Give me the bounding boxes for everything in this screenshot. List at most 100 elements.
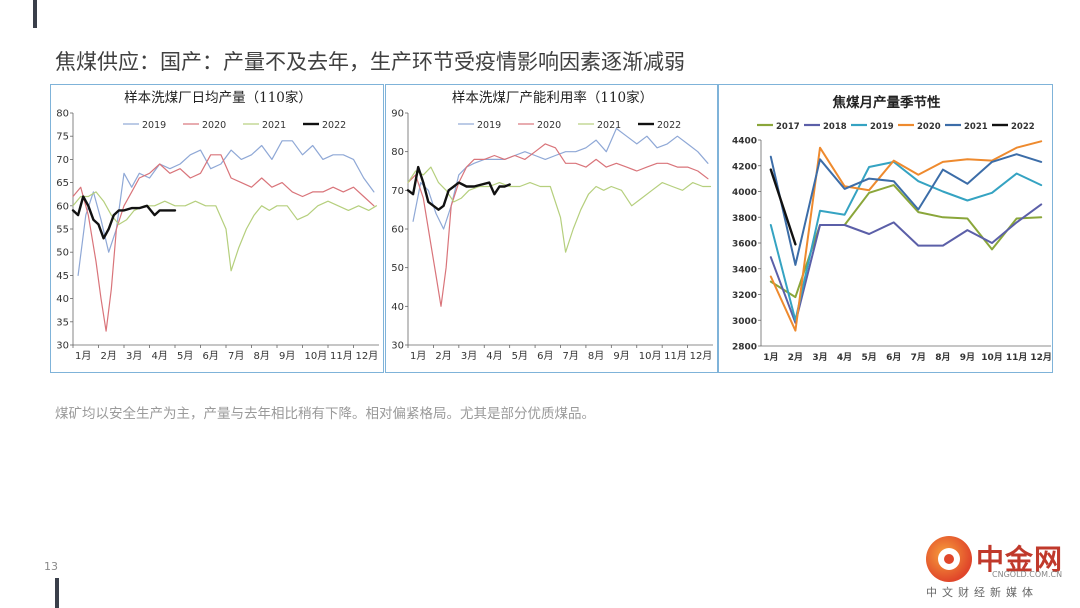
legend-label: 2019 [870,122,894,132]
y-tick-label: 3800 [732,214,757,224]
chart-svg: 样本洗煤厂产能利用率（110家） 30 40 50 60 70 80 90 1月 2月 3月 4月 5月… [391,89,713,362]
x-tick-label: 8月 [254,350,270,362]
y-tick-label: 4400 [732,137,757,147]
x-tick-label: 10月 [305,350,328,362]
legend-label: 2020 [202,120,226,131]
legend-label: 2021 [262,120,286,131]
series-line-2019 [769,160,1043,322]
y-tick-label: 80 [391,147,404,158]
y-tick-label: 70 [391,186,404,197]
series-line-2020 [72,154,375,332]
x-tick-label: 11月 [664,350,687,362]
y-tick-label: 45 [56,271,69,282]
x-tick-label: 3月 [812,352,827,363]
x-tick-label: 8月 [935,352,950,363]
chart-monthly-seasonality-panel: 焦煤月产量季节性 2800 3000 3200 3400 3600 3800 4000 4200… [718,84,1053,373]
legend-label: 2019 [477,120,501,131]
x-tick-label: 11月 [330,350,353,362]
legend-label: 2022 [322,120,346,131]
y-tick-label: 80 [56,109,69,120]
x-tick-label: 9月 [279,350,295,362]
y-tick-label: 30 [391,341,404,352]
y-tick-label: 55 [56,225,69,236]
x-tick-label: 7月 [911,352,926,363]
legend-label: 2019 [142,120,166,131]
slide-caption: 煤矿均以安全生产为主，产量与去年相比稍有下降。相对偏紧格局。尤其是部分优质煤品。 [55,406,595,422]
series-line-2017 [769,184,1043,299]
x-tick-label: 10月 [981,352,1003,363]
x-tick-label: 11月 [1006,352,1028,363]
y-tick-label: 3600 [732,240,757,250]
x-tick-label: 8月 [588,350,604,362]
chart-capacity-utilization-panel: 样本洗煤厂产能利用率（110家） 30 40 50 60 70 80 90 1月 2月 3月 4月 5月… [385,84,718,373]
y-tick-label: 50 [391,263,404,274]
chart-title: 样本洗煤厂日均产量（110家） [124,89,312,106]
y-tick-label: 40 [56,294,69,305]
slide-title: 焦煤供应：国产：产量不及去年，生产环节受疫情影响因素逐渐减弱 [55,50,685,74]
series-line-2019 [77,140,375,276]
x-tick-label: 9月 [960,352,975,363]
x-tick-label: 7月 [563,350,579,362]
x-tick-label: 2月 [788,352,803,363]
x-tick-label: 5月 [862,352,877,363]
bottom-accent-bar [55,578,59,608]
y-tick-label: 4200 [732,162,757,172]
page-number: 13 [44,560,58,573]
x-tick-label: 6月 [886,352,901,363]
y-tick-label: 70 [56,155,69,166]
series-line-2022 [769,168,797,246]
series-line-2022 [406,165,511,211]
x-tick-label: 3月 [461,350,477,362]
y-tick-label: 90 [391,109,404,120]
series-line-2021 [407,166,712,253]
x-tick-label: 10月 [639,350,662,362]
x-tick-label: 1月 [763,352,778,363]
legend-label: 2020 [917,122,941,132]
legend-label: 2022 [1011,122,1035,132]
logo-inner-dot-icon [944,554,954,564]
x-tick-label: 9月 [613,350,629,362]
y-tick-label: 3200 [732,291,757,301]
y-tick-label: 3400 [732,265,757,275]
x-tick-label: 6月 [203,350,219,362]
y-tick-label: 40 [391,302,404,313]
x-tick-label: 4月 [486,350,502,362]
y-tick-label: 4000 [732,188,757,198]
legend-label: 2018 [823,122,847,132]
y-tick-label: 2800 [732,343,757,353]
x-tick-label: 3月 [126,350,142,362]
logo-domain: CNGOLD.COM.CN [992,570,1063,579]
x-tick-label: 6月 [537,350,553,362]
legend-label: 2021 [597,120,621,131]
series-line-2020 [407,143,709,307]
x-tick-label: 4月 [837,352,852,363]
y-tick-label: 60 [56,201,69,212]
legend-label: 2022 [657,120,681,131]
cngold-logo: 中金网 CNGOLD.COM.CN 中文财经新媒体 [918,536,1068,602]
x-tick-label: 12月 [690,350,713,362]
x-tick-label: 2月 [101,350,117,362]
top-accent-bar [33,0,37,28]
x-tick-label: 12月 [356,350,379,362]
chart-svg: 样本洗煤厂日均产量（110家） 30 35 40 45 50 55 60 65 70 75 80 1月 2… [56,89,379,362]
y-tick-label: 50 [56,248,69,259]
y-tick-label: 60 [391,225,404,236]
legend-label: 2021 [964,122,988,132]
chart-title: 样本洗煤厂产能利用率（110家） [452,89,653,106]
series-line-2018 [769,203,1043,324]
series-line-2021 [72,191,377,272]
x-tick-label: 2月 [435,350,451,362]
x-tick-label: 1月 [75,350,91,362]
y-tick-label: 65 [56,178,69,189]
chart-svg: 焦煤月产量季节性 2800 3000 3200 3400 3600 3800 4000 4200… [732,94,1052,363]
y-tick-label: 35 [56,317,69,328]
chart-daily-output-panel: 样本洗煤厂日均产量（110家） 30 35 40 45 50 55 60 65 70 75 80 1月 2… [50,84,384,373]
y-tick-label: 3000 [732,317,757,327]
series-line-2022 [71,195,177,240]
x-tick-label: 5月 [177,350,193,362]
legend-label: 2017 [776,122,800,132]
y-tick-label: 75 [56,132,69,143]
series-line-2019 [412,127,709,230]
x-tick-label: 1月 [410,350,426,362]
chart-title: 焦煤月产量季节性 [832,94,941,111]
